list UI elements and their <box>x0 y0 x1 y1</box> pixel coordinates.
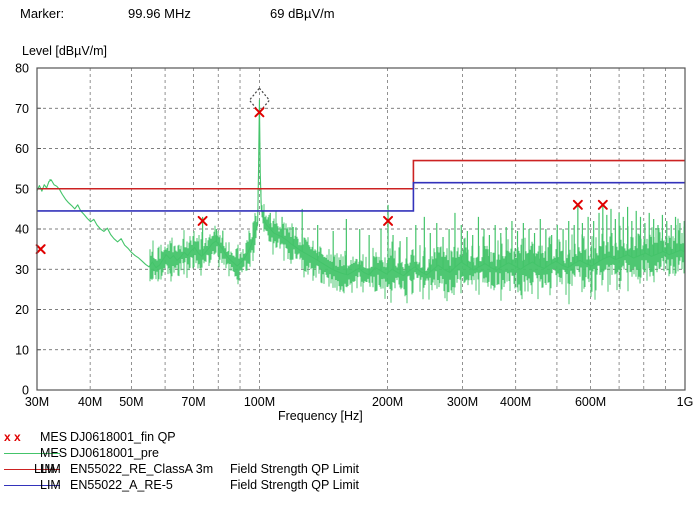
y-tick-label: 20 <box>15 303 29 317</box>
x-axis-title: Frequency [Hz] <box>278 409 363 423</box>
y-tick-label: 40 <box>15 223 29 237</box>
y-tick-label: 10 <box>15 343 29 357</box>
qp-measurement-x-marker[interactable] <box>197 215 208 226</box>
trace-spikes <box>49 179 685 275</box>
y-tick-label: 50 <box>15 182 29 196</box>
x-tick-label: 600M <box>575 395 606 409</box>
legend-row[interactable]: x x MES DJ0618001_fin QP <box>0 430 697 446</box>
y-tick-label: 30 <box>15 263 29 277</box>
x-tick-label: 40M <box>78 395 102 409</box>
legend-trace-description: Field Strength QP Limit <box>230 462 359 476</box>
legend-trace-name: DJ0618001_pre <box>70 446 159 460</box>
legend-trace-type: LIM <box>40 478 61 492</box>
y-tick-label: 60 <box>15 142 29 156</box>
legend-row[interactable]: LIM EN55022_A_RE-5 Field Strength QP Limit <box>0 478 697 494</box>
marker-diamond-icon[interactable] <box>248 87 271 114</box>
legend-trace-description: Field Strength QP Limit <box>230 478 359 492</box>
marker-level-value: 69 dBµV/m <box>270 6 335 21</box>
x-tick-label: 1G <box>677 395 694 409</box>
legend-line-swatch <box>4 469 60 470</box>
marker-readout-bar: Marker: 99.96 MHz 69 dBµV/m <box>0 0 697 30</box>
legend-trace-type: LIM <box>40 462 61 476</box>
x-tick-label: 100M <box>244 395 275 409</box>
x-tick-label: 30M <box>25 395 49 409</box>
qp-measurement-x-marker[interactable] <box>597 199 608 210</box>
legend-row[interactable]: LIM LIM EN55022_RE_ClassA 3m Field Strength… <box>0 462 697 478</box>
marker-frequency-value: 99.96 MHz <box>128 6 191 21</box>
legend-trace-type-overlap: LIM <box>34 462 55 476</box>
x-tick-label: 70M <box>181 395 205 409</box>
legend-trace-type: MES <box>40 446 68 460</box>
chart-legend: x x MES DJ0618001_fin QP MES DJ0618001_pre LI… <box>0 430 697 494</box>
x-tick-label: 50M <box>119 395 143 409</box>
qp-measurement-x-marker[interactable] <box>383 215 394 226</box>
legend-line-swatch <box>4 453 60 454</box>
legend-x-marker-icon: x x <box>4 430 21 444</box>
legend-line-swatch <box>4 485 60 486</box>
qp-measurement-x-marker[interactable] <box>572 199 583 210</box>
y-tick-label: 70 <box>15 102 29 116</box>
y-tick-label: 80 <box>15 62 29 76</box>
legend-trace-name: DJ0618001_fin QP <box>70 430 176 444</box>
x-tick-label: 300M <box>447 395 478 409</box>
legend-trace-name: EN55022_A_RE-5 <box>70 478 173 492</box>
y-axis-title: Level [dBµV/m] <box>22 44 108 58</box>
qp-measurement-x-marker[interactable] <box>254 107 265 118</box>
y-tick-label: 0 <box>22 384 29 398</box>
x-tick-label: 400M <box>500 395 531 409</box>
legend-trace-name: EN55022_RE_ClassA 3m <box>70 462 214 476</box>
qp-measurement-x-marker[interactable] <box>35 244 46 255</box>
marker-label: Marker: <box>20 6 65 21</box>
legend-row[interactable]: MES DJ0618001_pre <box>0 446 697 462</box>
limit-line-en55022-re-classa-3m <box>37 159 685 190</box>
legend-trace-type: MES <box>40 430 68 444</box>
limit-line-en55022-a-re-5 <box>37 181 685 212</box>
x-tick-label: 200M <box>372 395 403 409</box>
